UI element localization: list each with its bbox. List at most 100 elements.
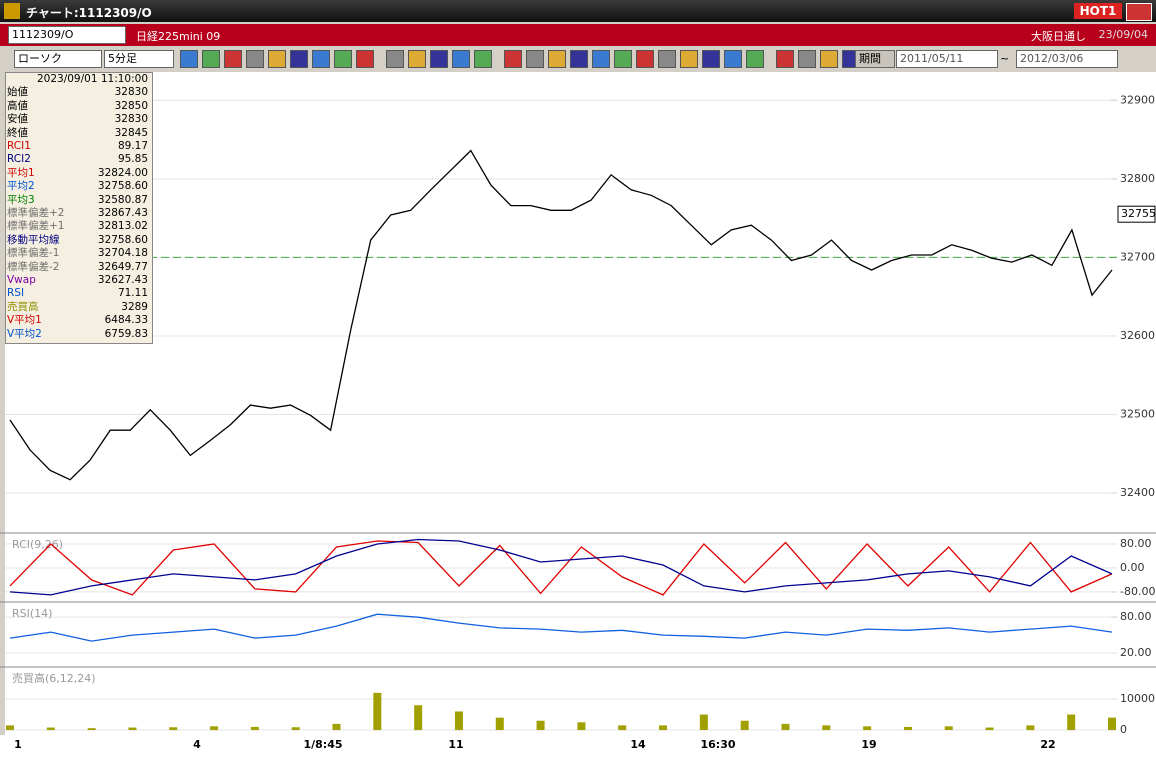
instrument-name: 日経225mini 09 [136, 30, 221, 43]
tool-icon[interactable] [180, 50, 198, 68]
plot-bg [5, 72, 1117, 735]
tool-icon[interactable] [246, 50, 264, 68]
info-row: RCI2 95.85 [6, 153, 152, 166]
info-row: 終値 32845 [6, 127, 152, 140]
axis-bg [1117, 72, 1156, 760]
tool-icon[interactable] [636, 50, 654, 68]
x-tick-label: 22 [1040, 738, 1055, 751]
panel-label: RSI(14) [12, 607, 52, 620]
series-line [9, 540, 1113, 596]
tool-icon[interactable] [680, 50, 698, 68]
volume-bar [781, 723, 790, 731]
y-tick-label: 20.00 [1120, 646, 1152, 659]
tool-icon[interactable] [702, 50, 720, 68]
tool-icon[interactable] [724, 50, 742, 68]
volume-bar [577, 722, 586, 731]
tool-icon[interactable] [202, 50, 220, 68]
y-tick-label: 80.00 [1120, 537, 1152, 550]
tool-icon[interactable] [312, 50, 330, 68]
info-row: 標準偏差-1 32704.18 [6, 247, 152, 260]
close-button[interactable] [1126, 3, 1152, 21]
volume-bar [985, 727, 994, 731]
tool-icon[interactable] [504, 50, 522, 68]
tool-icon[interactable] [290, 50, 308, 68]
info-row: 始値 32830 [6, 86, 152, 99]
tool-icon[interactable] [268, 50, 286, 68]
x-tick-label: 1/8:45 [303, 738, 342, 751]
tool-icon[interactable] [746, 50, 764, 68]
volume-bar [740, 720, 749, 731]
tool-icon[interactable] [408, 50, 426, 68]
info-value: 32867.43 [97, 207, 148, 219]
info-label: 売買高 [7, 300, 39, 313]
volume-bar [1108, 717, 1116, 731]
volume-bar [699, 714, 708, 731]
info-label: 平均1 [7, 166, 35, 179]
volume-bar [454, 711, 463, 731]
chart-kind-select[interactable]: ローソク [14, 50, 102, 68]
info-label: V平均2 [7, 327, 42, 340]
tool-icon[interactable] [334, 50, 352, 68]
x-tick-label: 1 [14, 738, 22, 751]
tool-icon[interactable] [614, 50, 632, 68]
current-price-box [1117, 205, 1156, 223]
x-axis-bg [0, 735, 1156, 760]
tool-icon[interactable] [820, 50, 838, 68]
tool-bar: ローソク 5分足 期間 2011/05/11 ~ 2012/03/06 [0, 46, 1156, 70]
info-value: 89.17 [117, 140, 148, 152]
info-value: 32850 [114, 99, 148, 112]
volume-bar [6, 725, 14, 731]
tool-icon[interactable] [776, 50, 794, 68]
y-tick-label: 32700 [1120, 250, 1155, 263]
app-icon [4, 3, 20, 19]
info-label: 標準偏差-1 [7, 247, 60, 260]
volume-bar [332, 723, 341, 731]
y-tick-label: 32600 [1120, 329, 1155, 342]
volume-bar [414, 705, 423, 731]
volume-bar [128, 727, 137, 731]
session: 大阪日通し [1031, 30, 1086, 43]
tool-icon[interactable] [386, 50, 404, 68]
tool-icon[interactable] [224, 50, 242, 68]
info-label: Vwap [7, 274, 36, 286]
tool-icon[interactable] [474, 50, 492, 68]
tool-icon[interactable] [592, 50, 610, 68]
info-row: Vwap 32627.43 [6, 274, 152, 287]
tool-icon[interactable] [798, 50, 816, 68]
series-line [9, 149, 1113, 481]
hot-badge[interactable]: HOT1 [1074, 3, 1122, 19]
tilde: ~ [1000, 52, 1010, 65]
info-row: RSI 71.11 [6, 287, 152, 300]
volume-bar [373, 692, 382, 731]
volume-bar [659, 725, 668, 731]
y-tick-label: 0 [1120, 723, 1127, 736]
info-label: RSI [7, 287, 25, 300]
volume-bar [1067, 714, 1076, 731]
info-value: 6759.83 [104, 327, 148, 340]
info-label: 平均3 [7, 193, 35, 206]
timestamp: 2023/09/01 11:10:00 [36, 73, 148, 85]
volume-bar [495, 717, 504, 731]
tool-icon[interactable] [430, 50, 448, 68]
from-date[interactable]: 2011/05/11 [896, 50, 998, 68]
tool-icon[interactable] [356, 50, 374, 68]
volume-bar [536, 720, 545, 731]
info-label: 安値 [7, 113, 28, 126]
info-row: 高値 32850 [6, 100, 152, 113]
info-value: 95.85 [117, 153, 148, 166]
info-label: 平均2 [7, 180, 35, 193]
panel-label: 売買高(6,12,24) [12, 671, 96, 685]
symbol-bar: 1112309/O 日経225mini 09 大阪日通し 23/09/04 [0, 24, 1156, 46]
x-tick-label: 4 [193, 738, 201, 751]
info-row: 移動平均線 32758.60 [6, 234, 152, 247]
symbol-select[interactable]: 1112309/O [8, 26, 126, 44]
interval-select[interactable]: 5分足 [104, 50, 174, 68]
tool-icon[interactable] [548, 50, 566, 68]
tool-icons [180, 46, 860, 70]
tool-icon[interactable] [570, 50, 588, 68]
tool-icon[interactable] [452, 50, 470, 68]
tool-icon[interactable] [526, 50, 544, 68]
period-button[interactable]: 期間 [855, 50, 895, 68]
tool-icon[interactable] [658, 50, 676, 68]
to-date[interactable]: 2012/03/06 [1016, 50, 1118, 68]
